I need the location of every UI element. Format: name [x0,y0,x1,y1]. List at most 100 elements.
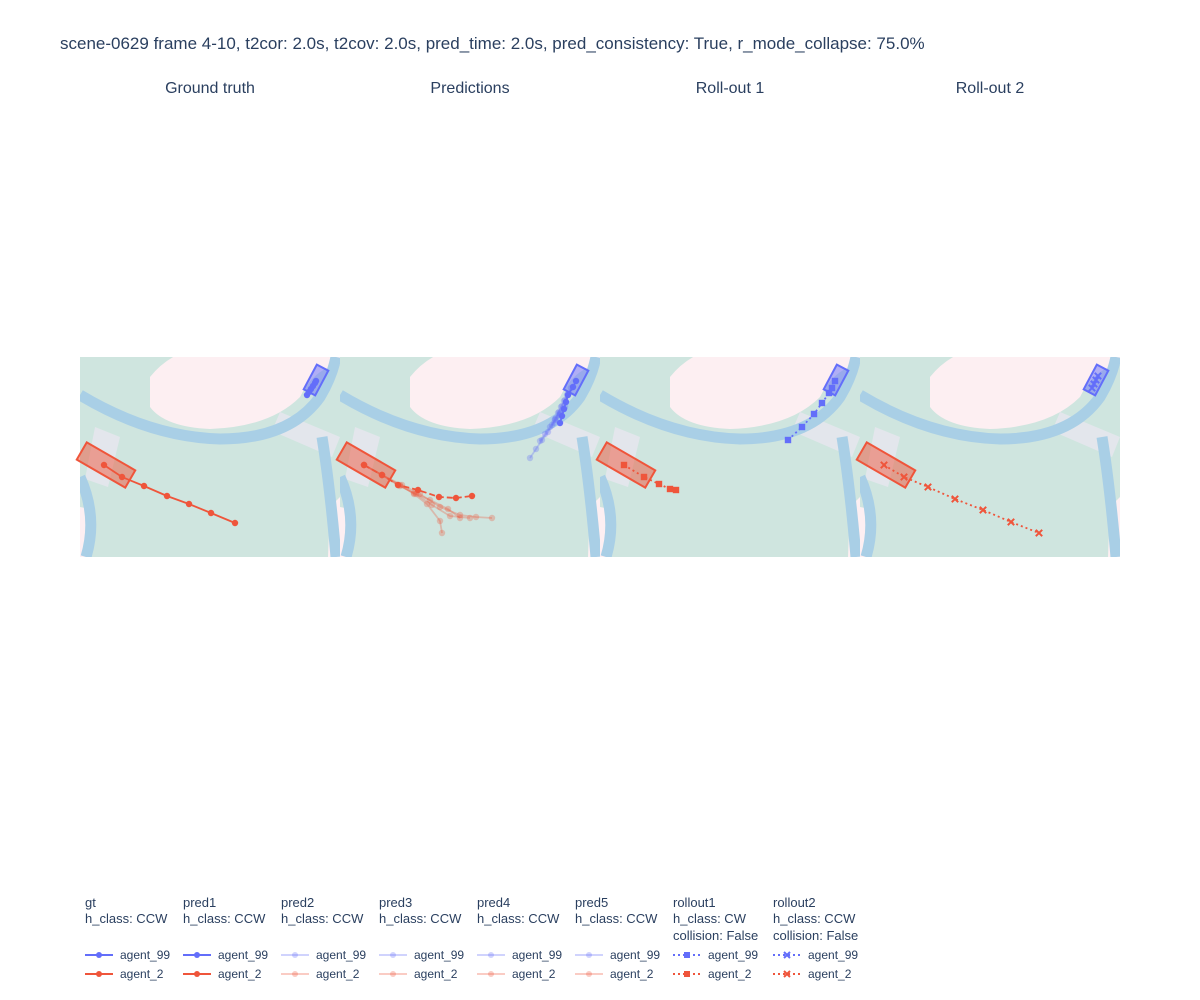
trace-point [655,480,663,488]
trace-point [560,405,568,413]
trace-rollout1-agent_99 [784,377,839,444]
legend-group-title: rollout1 [673,895,716,910]
legend-label: agent_99 [512,948,562,962]
legend-item-agent_2[interactable]: agent_2 [673,967,752,981]
legend-group-info: collision: False [773,928,858,943]
legend-item-agent_2[interactable]: agent_2 [477,967,556,981]
legend-group-title: pred2 [281,895,314,910]
trace-point [466,514,474,522]
legend-item-agent_99[interactable]: agent_99 [673,948,758,962]
trace-point [572,377,580,385]
legend-group-title: rollout2 [773,895,816,910]
trace-point [412,490,420,498]
legend-item-agent_99[interactable]: agent_99 [575,948,660,962]
trace-point [378,471,386,479]
trace-point [1007,518,1015,526]
legend-label: agent_99 [316,948,366,962]
legend-group-info: h_class: CW [673,911,747,926]
trace-pred1-agent_99 [556,377,580,427]
chart-title: scene-0629 frame 4-10, t2cor: 2.0s, t2co… [60,34,925,53]
trace-point [620,461,628,469]
trace-point [456,511,464,519]
trace-point [640,473,648,481]
trace-pred3-agent_2 [360,461,464,522]
trace-point [436,503,444,511]
legend-item-agent_99[interactable]: agent_99 [183,948,268,962]
trace-line [529,414,561,459]
legend-item-agent_99[interactable]: agent_99 [773,948,858,962]
trace-point [394,481,402,489]
trace-point [561,396,569,404]
trace-line [363,464,471,519]
map-background [340,357,600,557]
legend-group-title: gt [85,895,96,910]
trace-line [363,464,443,534]
trace-rollout1-agent_2 [620,461,680,494]
trace-point [666,485,674,493]
legend-label: agent_2 [218,967,262,981]
trace-point [312,377,320,385]
panel-title-predictions: Predictions [430,80,510,97]
trace-point [544,428,552,436]
map-panel-pred [335,357,600,557]
trace-point [416,490,424,498]
legend-label: agent_99 [610,948,660,962]
trace-point [207,509,215,517]
legend-group-gt[interactable]: gth_class: CCW agent_99 agent_2 [85,895,170,981]
legend-marker [684,971,690,977]
trace-point [468,492,476,500]
trace-point [360,461,368,469]
trace-point [423,500,431,508]
trace-point [140,482,148,490]
legend-item-agent_2[interactable]: agent_2 [281,967,360,981]
legend-marker [488,952,494,958]
trace-point [555,408,563,416]
legend-marker [292,971,298,977]
legend-item-agent_2[interactable]: agent_2 [85,967,164,981]
legend-item-agent_99[interactable]: agent_99 [281,948,366,962]
trace-point [378,471,386,479]
trace-point [456,514,464,522]
trace-point [550,419,558,427]
trace-point [1035,529,1043,537]
legend-item-agent_99[interactable]: agent_99 [85,948,170,962]
trace-point [558,412,566,420]
legend-item-agent_2[interactable]: agent_2 [773,967,852,981]
trace-point [231,519,239,527]
trace-gt-agent_2 [100,461,239,527]
legend-label: agent_2 [120,967,164,981]
legend-label: agent_99 [218,948,268,962]
legend-group-title: pred4 [477,895,510,910]
trace-point [557,403,565,411]
trace-point [410,490,418,498]
legend-label: agent_99 [808,948,858,962]
trace-point [554,409,562,417]
trace-pred5-agent_2 [360,461,496,522]
agent-box-agent_2 [855,440,917,490]
trace-point [563,391,571,399]
trace-point [396,481,404,489]
trace-point [410,489,418,497]
legend-item-agent_2[interactable]: agent_2 [183,967,262,981]
legend-item-agent_99[interactable]: agent_99 [477,948,562,962]
trace-line [363,464,493,519]
legend-label: agent_2 [512,967,556,981]
legend-item-agent_99[interactable]: agent_99 [379,948,464,962]
trace-point [900,473,908,481]
trace-point [560,397,568,405]
legend-item-agent_2[interactable]: agent_2 [379,967,458,981]
trace-point [558,402,566,410]
legend-item-agent_2[interactable]: agent_2 [575,967,654,981]
trace-point [552,414,560,422]
trace-point [784,436,792,444]
map-background [860,357,1120,557]
trace-point [378,471,386,479]
